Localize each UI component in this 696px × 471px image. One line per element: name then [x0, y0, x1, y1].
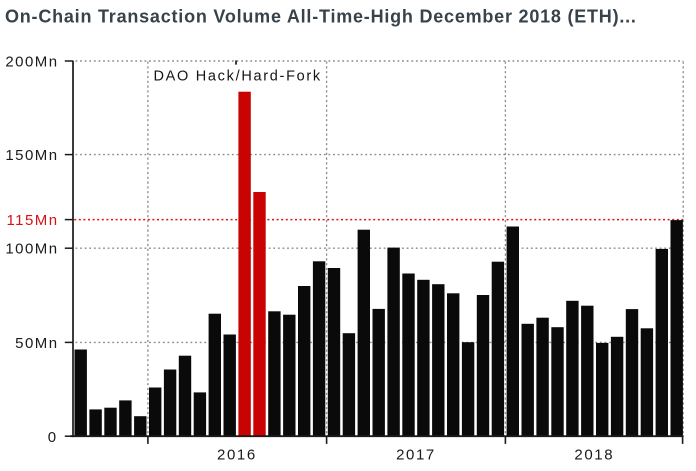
- svg-text:2018: 2018: [574, 447, 614, 464]
- svg-text:2016: 2016: [217, 447, 257, 464]
- svg-text:200Mn: 200Mn: [5, 54, 58, 71]
- svg-text:0: 0: [48, 429, 58, 446]
- svg-text:DAO Hack/Hard-Fork: DAO Hack/Hard-Fork: [154, 69, 322, 85]
- svg-text:150Mn: 150Mn: [5, 147, 58, 164]
- svg-text:On-Chain Transaction Volume Al: On-Chain Transaction Volume All-Time-Hig…: [5, 6, 637, 26]
- svg-text:100Mn: 100Mn: [5, 241, 58, 258]
- svg-text:115Mn: 115Mn: [6, 212, 58, 229]
- svg-text:50Mn: 50Mn: [15, 335, 58, 352]
- svg-text:2017: 2017: [396, 447, 436, 464]
